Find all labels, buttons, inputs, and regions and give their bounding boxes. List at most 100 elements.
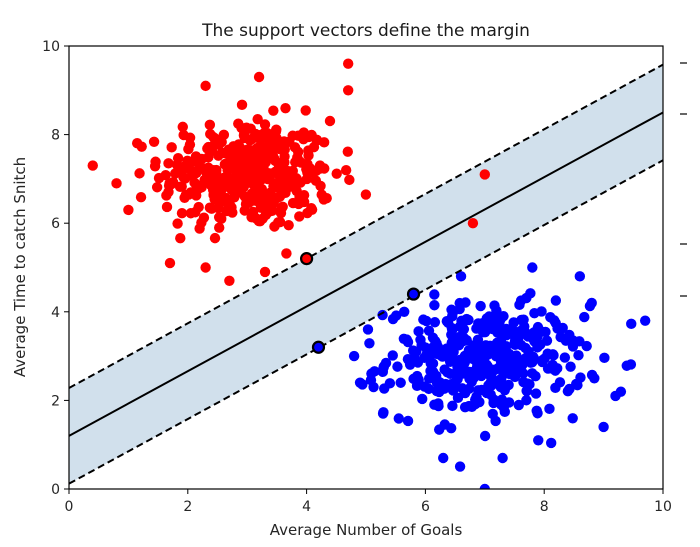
data-point xyxy=(164,257,176,269)
data-point xyxy=(166,142,177,153)
data-point xyxy=(639,315,651,326)
data-point xyxy=(423,373,435,384)
data-point xyxy=(178,171,189,183)
data-point xyxy=(331,168,342,179)
y-tick-label: 2 xyxy=(51,393,60,409)
data-point xyxy=(433,386,445,398)
y-tick-label: 10 xyxy=(42,39,60,55)
data-point xyxy=(178,129,189,141)
data-point xyxy=(378,362,389,373)
data-point xyxy=(495,381,506,393)
data-point xyxy=(413,326,424,337)
data-point xyxy=(534,325,546,337)
data-point xyxy=(183,143,194,155)
data-point xyxy=(324,115,336,127)
data-point xyxy=(272,164,284,175)
x-tick-label: 4 xyxy=(302,499,311,515)
data-point xyxy=(208,189,219,201)
data-point xyxy=(348,350,360,362)
data-point xyxy=(176,207,188,219)
y-tick-label: 0 xyxy=(51,482,60,498)
data-point xyxy=(257,191,269,203)
data-point xyxy=(198,212,210,223)
upper-margin-line xyxy=(69,63,663,389)
support-vector-point xyxy=(300,252,314,266)
data-point xyxy=(272,192,283,203)
y-tick-label: 8 xyxy=(51,128,60,144)
data-point xyxy=(271,124,282,135)
data-point xyxy=(344,174,355,186)
data-point xyxy=(530,370,541,382)
data-point xyxy=(446,329,457,341)
data-point xyxy=(172,153,184,164)
data-point xyxy=(268,180,279,192)
data-point xyxy=(438,452,449,464)
data-point xyxy=(511,353,522,365)
decision-boundary-line xyxy=(69,111,663,437)
data-point xyxy=(276,203,287,214)
data-point xyxy=(441,315,453,327)
data-point xyxy=(200,80,211,92)
data-point xyxy=(527,262,538,273)
data-point xyxy=(279,151,290,162)
data-point xyxy=(392,361,403,372)
data-point xyxy=(194,223,205,234)
data-point xyxy=(153,172,165,184)
data-point xyxy=(236,99,248,111)
data-point xyxy=(574,271,586,282)
data-point xyxy=(342,58,354,69)
data-point xyxy=(513,399,524,411)
data-point xyxy=(435,349,446,361)
data-point xyxy=(360,189,372,200)
data-point xyxy=(489,300,500,311)
data-point xyxy=(550,382,561,394)
data-point xyxy=(463,400,475,412)
data-point xyxy=(342,85,354,96)
data-point xyxy=(507,369,518,380)
data-point xyxy=(497,452,508,464)
data-point xyxy=(163,158,174,169)
data-point xyxy=(477,354,489,365)
data-point xyxy=(340,165,352,176)
data-point xyxy=(268,105,279,116)
data-point xyxy=(491,345,502,356)
data-point xyxy=(527,351,539,363)
data-point xyxy=(291,185,302,197)
data-point xyxy=(518,368,529,379)
data-point xyxy=(532,342,543,353)
data-point xyxy=(161,190,172,201)
data-point xyxy=(204,119,216,131)
data-point xyxy=(429,300,440,311)
data-point xyxy=(184,163,195,175)
data-point xyxy=(552,363,563,374)
data-point xyxy=(432,399,443,410)
data-point xyxy=(172,218,183,229)
data-point xyxy=(489,364,501,375)
data-point xyxy=(455,271,467,282)
data-point xyxy=(294,211,305,222)
y-axis-label: Average Time to catch Snitch xyxy=(11,157,29,377)
data-point xyxy=(269,221,280,232)
data-point xyxy=(280,183,291,194)
data-point xyxy=(167,177,179,188)
data-point xyxy=(200,262,211,273)
data-point xyxy=(205,128,216,140)
data-point xyxy=(411,380,423,392)
data-point xyxy=(501,323,512,335)
support-vector-point xyxy=(311,340,326,354)
x-tick-label: 10 xyxy=(654,499,672,515)
data-point xyxy=(209,232,221,244)
y-tick-label: 4 xyxy=(51,305,60,321)
data-point xyxy=(509,336,521,347)
data-point xyxy=(525,288,536,299)
x-tick-label: 8 xyxy=(540,499,549,515)
plot-frame xyxy=(68,45,664,490)
data-point xyxy=(445,422,457,434)
data-point xyxy=(227,207,238,218)
data-point xyxy=(111,178,122,189)
data-point xyxy=(411,370,423,382)
data-point xyxy=(321,193,332,204)
data-point xyxy=(579,311,590,323)
data-point xyxy=(251,143,263,154)
data-point xyxy=(468,340,479,351)
